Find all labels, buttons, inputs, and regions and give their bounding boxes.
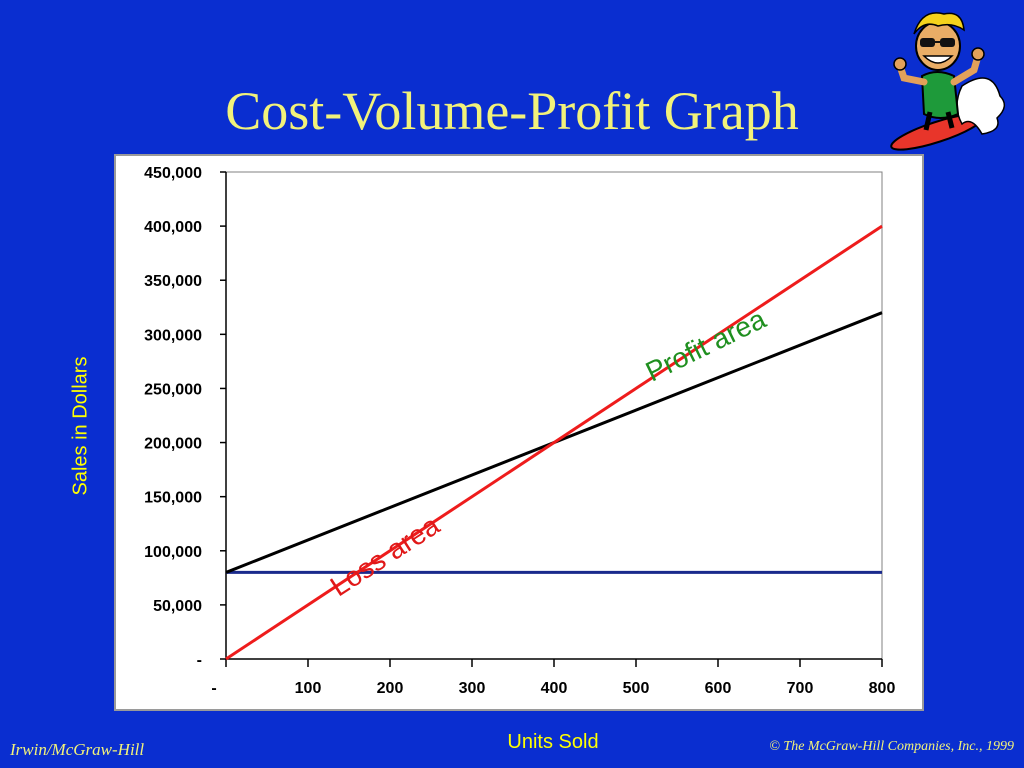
x-tick-label: 600 (705, 680, 732, 697)
y-tick-label: - (197, 652, 202, 669)
cvp-chart: - 50,000 100,000 150,000 200,000 250,000 300,0… (144, 165, 895, 697)
x-tick-labels: - 100 200 300 400 500 600 700 800 (211, 659, 895, 697)
chart-panel: - 50,000 100,000 150,000 200,000 250,000 300,0… (114, 154, 924, 711)
profit-area-label: Profit area (641, 303, 771, 388)
y-tick-label: 250,000 (144, 381, 202, 398)
loss-area-label: Loss area (325, 509, 445, 602)
y-tick-label: 300,000 (144, 327, 202, 344)
slide-title: Cost-Volume-Profit Graph (225, 81, 799, 141)
publisher-footer: Irwin/McGraw-Hill (10, 740, 145, 759)
series-lines (225, 224, 883, 661)
sales-line (225, 224, 883, 661)
y-tick-label: 450,000 (144, 165, 202, 182)
x-tick-label: 200 (377, 680, 404, 697)
x-tick-label: 400 (541, 680, 568, 697)
y-tick-labels: - 50,000 100,000 150,000 200,000 250,000 300,0… (144, 165, 226, 669)
x-tick-label: 100 (295, 680, 322, 697)
y-tick-label: 150,000 (144, 490, 202, 507)
x-axis-label: Units Sold (507, 731, 599, 753)
y-tick-label: 50,000 (153, 598, 202, 615)
copyright-footer: © The McGraw-Hill Companies, Inc., 1999 (769, 739, 1014, 754)
y-tick-label: 400,000 (144, 219, 202, 236)
axes (225, 171, 883, 660)
plot-frame (225, 171, 883, 660)
x-tick-label: 300 (459, 680, 486, 697)
x-tick-label: 500 (623, 680, 650, 697)
y-tick-label: 100,000 (144, 544, 202, 561)
annotations: Profit area Loss area (325, 303, 771, 602)
surfer-mascot-icon (882, 6, 1012, 161)
x-tick-label: 800 (869, 680, 896, 697)
y-tick-label: 200,000 (144, 436, 202, 453)
y-tick-label: 350,000 (144, 273, 202, 290)
y-axis-label: Sales in Dollars (69, 356, 92, 496)
x-tick-label: - (211, 680, 216, 697)
x-tick-label: 700 (787, 680, 814, 697)
